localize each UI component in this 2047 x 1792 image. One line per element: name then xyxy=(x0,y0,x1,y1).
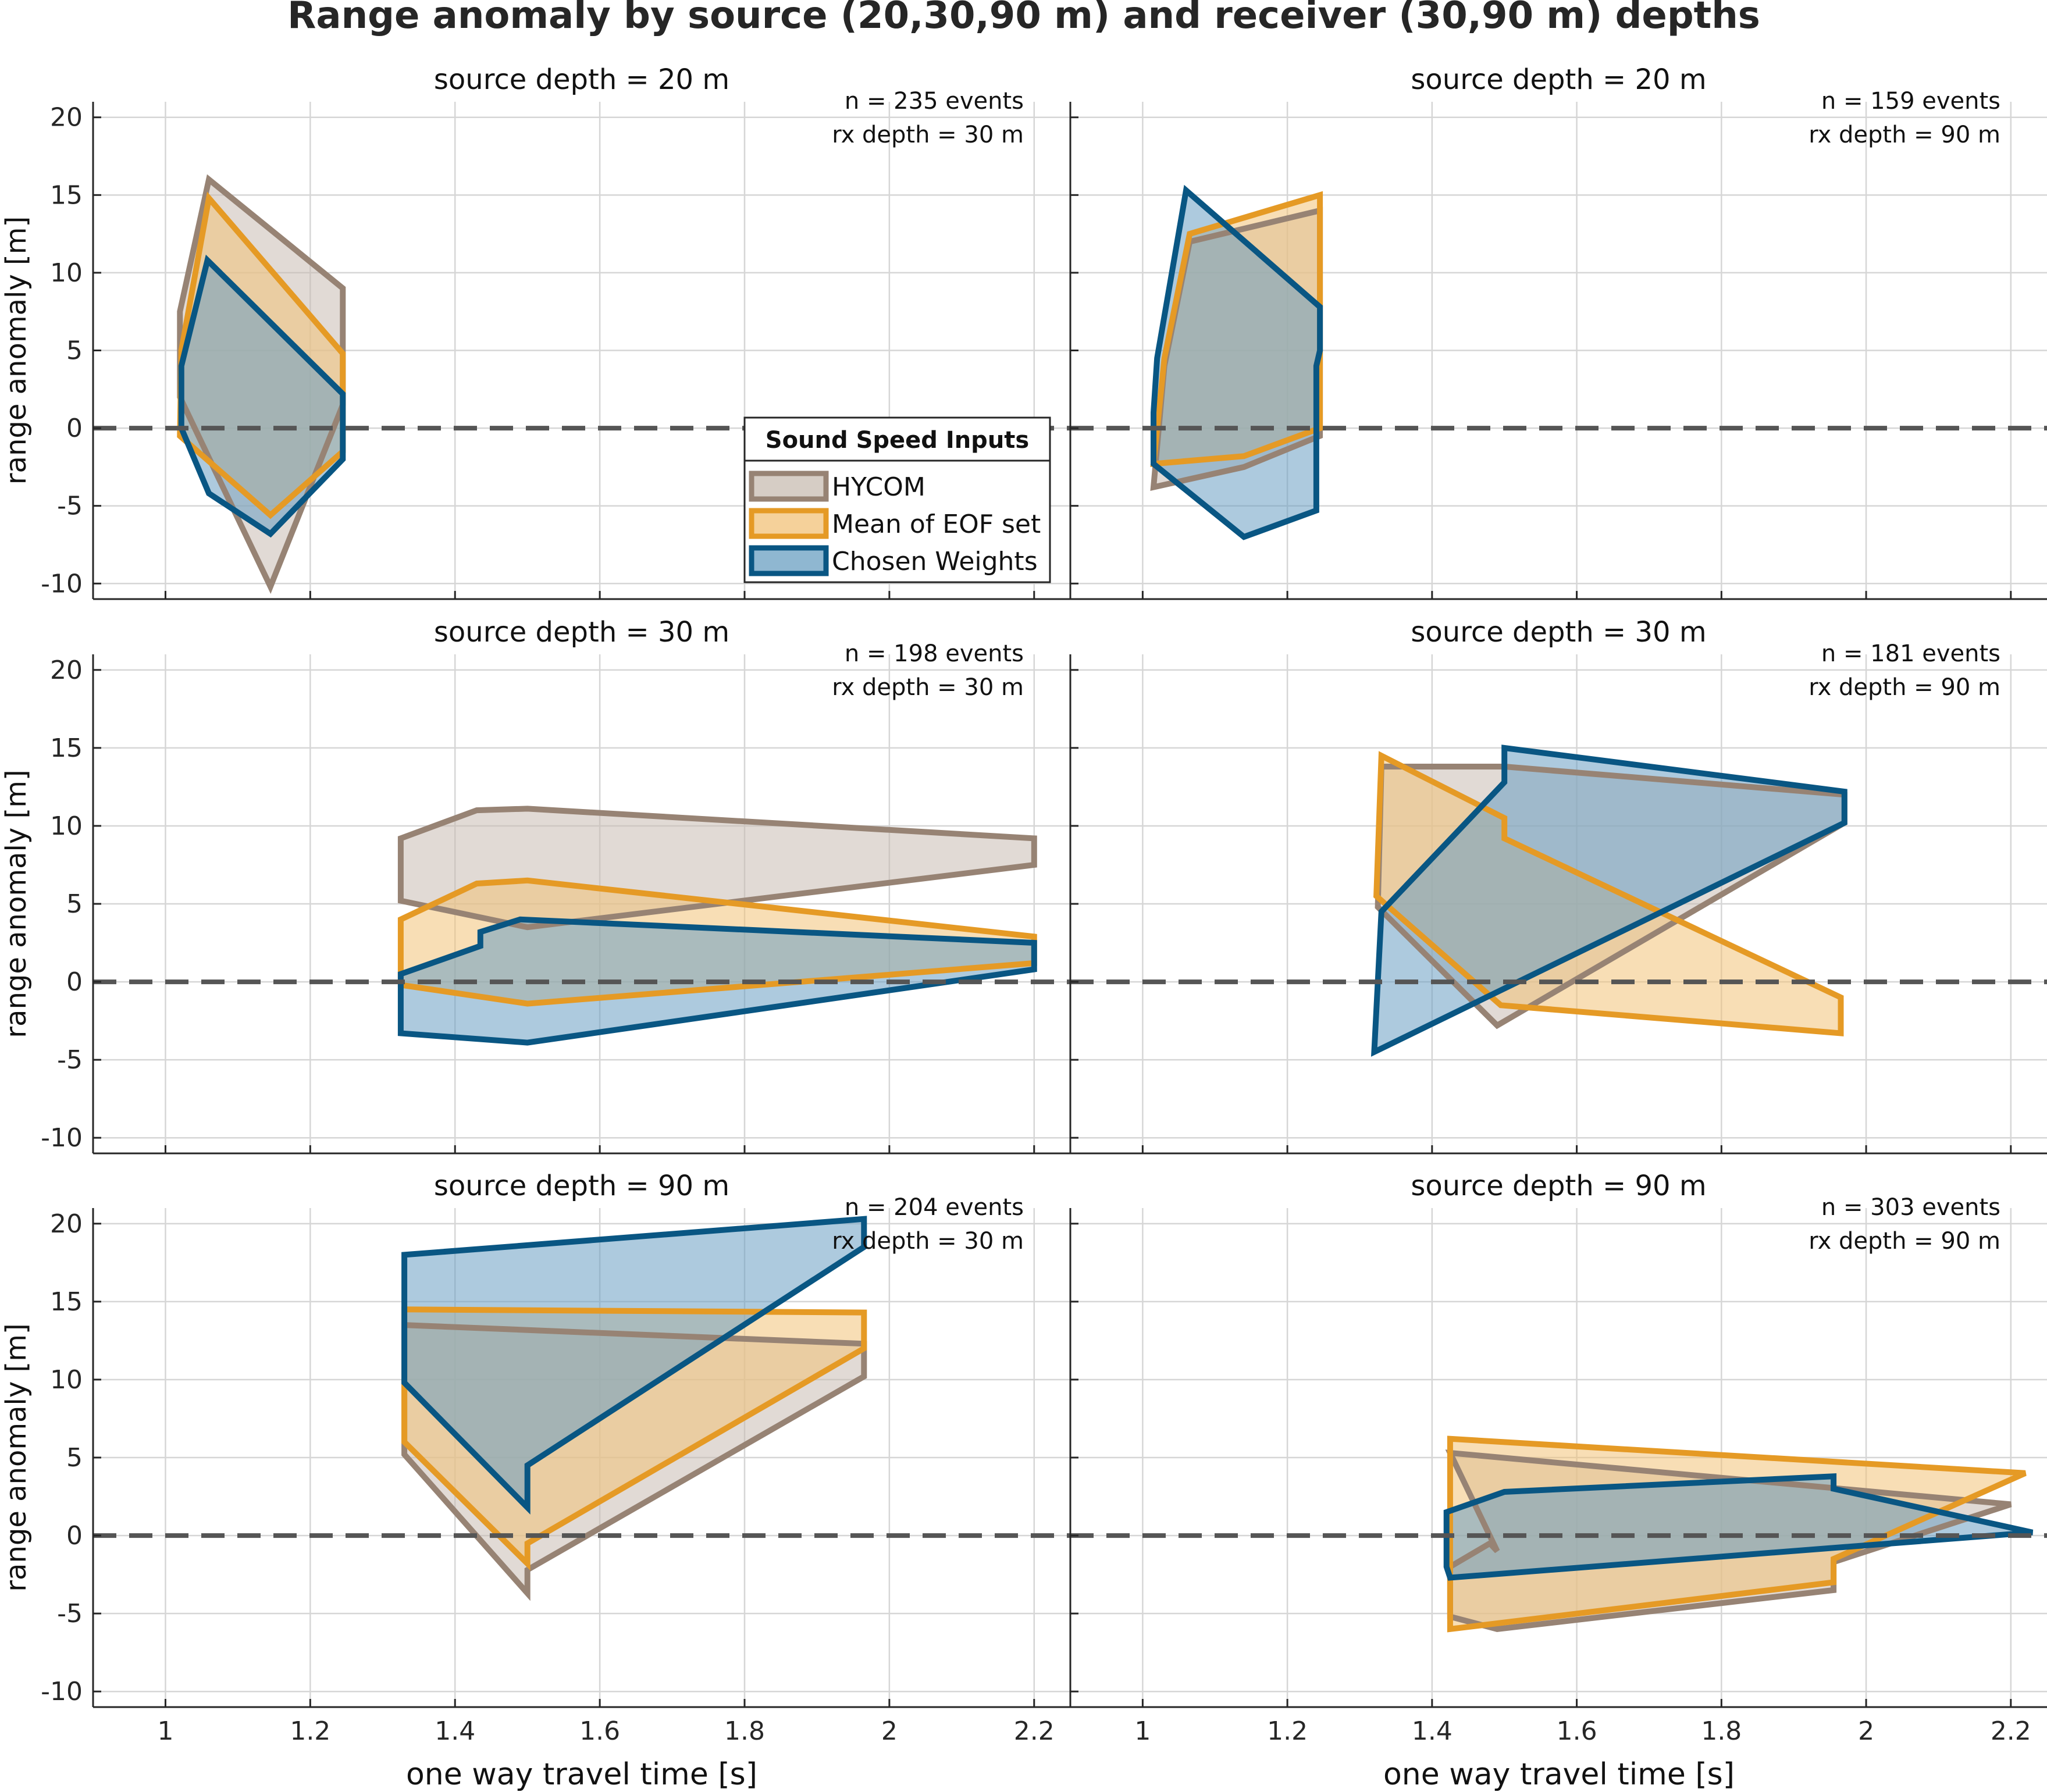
x-axis-labels: one way travel time [s] one way travel t… xyxy=(406,1757,1735,1792)
panel-title: source depth = 90 m xyxy=(434,1170,729,1202)
series-group xyxy=(1150,184,1323,540)
panel-events-annotation: n = 235 events xyxy=(845,88,1024,115)
series-chosen-weights-outline xyxy=(178,254,346,538)
x-tick-label: 2.2 xyxy=(1014,1716,1055,1746)
series-chosen-weights-outline xyxy=(1370,744,1847,1057)
y-tick-label: 15 xyxy=(50,1287,83,1317)
y-tick-label: 15 xyxy=(50,733,83,763)
x-axis-label-left: one way travel time [s] xyxy=(406,1757,757,1792)
y-tick-label: -5 xyxy=(57,491,83,521)
legend: Sound Speed Inputs HYCOM Mean of EOF set Ch… xyxy=(743,416,1051,583)
series-chosen-weights-outline xyxy=(397,916,1037,1046)
x-tick-label: 2 xyxy=(881,1716,898,1746)
y-tick-label: 20 xyxy=(50,655,83,685)
series-chosen-weights-outline xyxy=(401,1216,867,1515)
legend-label: Mean of EOF set xyxy=(832,510,1041,539)
y-tick-label: 0 xyxy=(66,967,83,997)
legend-title: Sound Speed Inputs xyxy=(766,427,1029,454)
panel-title: source depth = 20 m xyxy=(434,63,729,96)
panel-rx-annotation: rx depth = 90 m xyxy=(1809,674,2000,701)
panel-rx-annotation: rx depth = 30 m xyxy=(832,1228,1024,1255)
series-group xyxy=(1370,744,1847,1057)
series-hycom-outline xyxy=(397,806,1037,931)
panel-4: source depth = 30 m n = 181 events rx dept… xyxy=(1069,616,2047,1155)
panel-rx-annotation: rx depth = 30 m xyxy=(832,674,1024,701)
x-tick-label: 1.8 xyxy=(1701,1716,1742,1746)
y-axis-label: range anomaly [m] xyxy=(0,1323,33,1591)
x-tick-label: 1.2 xyxy=(1267,1716,1308,1746)
y-tick-label: 20 xyxy=(50,1209,83,1239)
y-tick-label: -5 xyxy=(57,1045,83,1075)
y-tick-label: 5 xyxy=(66,336,83,366)
x-tick-label: 1.2 xyxy=(290,1716,330,1746)
panel-title: source depth = 20 m xyxy=(1411,63,1706,96)
y-tick-label: 0 xyxy=(66,1521,83,1551)
series-chosen-weights-outline xyxy=(1443,1473,2034,1581)
y-tick-label: 10 xyxy=(50,1365,83,1395)
panel-title: source depth = 30 m xyxy=(1411,616,1706,649)
panel-title: source depth = 90 m xyxy=(1411,1170,1706,1202)
y-tick-label: 5 xyxy=(66,1443,83,1473)
panel-6: 1 1.2 1.4 1.6 1.8 2 2.2 source depth = 90 m n = … xyxy=(1069,1170,2047,1746)
legend-label: Chosen Weights xyxy=(832,547,1038,576)
y-tick-label: 15 xyxy=(50,180,83,210)
series-chosen-weights-area xyxy=(1374,747,1845,1052)
legend-swatch-hycom xyxy=(749,471,829,502)
panel-events-annotation: n = 181 events xyxy=(1821,640,2000,667)
panel-rx-annotation: rx depth = 90 m xyxy=(1809,1228,2000,1255)
series-mean-of-eof-set-outline xyxy=(1447,1435,2027,1633)
series-hycom-outline xyxy=(1445,1449,2012,1632)
y-axis-label: range anomaly [m] xyxy=(0,216,33,484)
y-tick-label: -10 xyxy=(41,1123,83,1153)
panel-events-annotation: n = 204 events xyxy=(845,1194,1024,1221)
series-chosen-weights-area xyxy=(404,1219,864,1508)
panel-events-annotation: n = 198 events xyxy=(845,640,1024,667)
x-tick-label: 1.8 xyxy=(724,1716,765,1746)
series-group xyxy=(177,174,346,594)
x-tick-label: 1.4 xyxy=(1412,1716,1453,1746)
panel-rx-annotation: rx depth = 30 m xyxy=(832,122,1024,148)
x-tick-label: 1.6 xyxy=(579,1716,620,1746)
panel-5: 1 1.2 1.4 1.6 1.8 2 2.2 -10 -5 0 5 10 15 20 source dep… xyxy=(0,1170,1070,1746)
y-axis-label: range anomaly [m] xyxy=(0,769,33,1038)
legend-swatch-chosen-weights xyxy=(749,545,829,576)
series-group xyxy=(397,806,1037,1046)
series-chosen-weights-area xyxy=(181,260,343,534)
panel-rx-annotation: rx depth = 90 m xyxy=(1809,122,2000,148)
y-tick-label: -5 xyxy=(57,1599,83,1629)
series-group xyxy=(401,1216,867,1601)
y-tick-label: 0 xyxy=(66,414,83,443)
x-tick-label: 1.6 xyxy=(1557,1716,1597,1746)
legend-swatch-mean-of-eof-set xyxy=(749,508,829,539)
y-tick-label: -10 xyxy=(41,1677,83,1707)
series-mean-of-eof-set-outline xyxy=(401,1306,867,1571)
y-tick-label: 10 xyxy=(50,258,83,288)
panel-2: source depth = 20 m n = 159 events rx dept… xyxy=(1069,63,2047,600)
x-tick-label: 1 xyxy=(1134,1716,1151,1746)
x-tick-label: 1 xyxy=(157,1716,173,1746)
y-tick-label: 10 xyxy=(50,811,83,841)
figure-title: Range anomaly by source (20,30,90 m) and… xyxy=(287,0,1760,37)
y-tick-label: 5 xyxy=(66,889,83,919)
series-mean-of-eof-set-outline xyxy=(1373,751,1844,1036)
panel-events-annotation: n = 303 events xyxy=(1821,1194,2000,1221)
x-axis-label-right: one way travel time [s] xyxy=(1383,1757,1735,1792)
panel-3: -10 -5 0 5 10 15 20 source depth = 30 m n = 198 … xyxy=(0,616,1070,1155)
legend-label: HYCOM xyxy=(832,472,925,502)
y-tick-label: -10 xyxy=(41,569,83,598)
x-tick-label: 1.4 xyxy=(435,1716,475,1746)
y-tick-label: 20 xyxy=(50,103,83,133)
panel-title: source depth = 30 m xyxy=(434,616,729,649)
panel-events-annotation: n = 159 events xyxy=(1821,88,2000,115)
x-tick-label: 2.2 xyxy=(1991,1716,2031,1746)
x-tick-label: 2 xyxy=(1858,1716,1874,1746)
series-chosen-weights-outline xyxy=(1151,184,1323,540)
